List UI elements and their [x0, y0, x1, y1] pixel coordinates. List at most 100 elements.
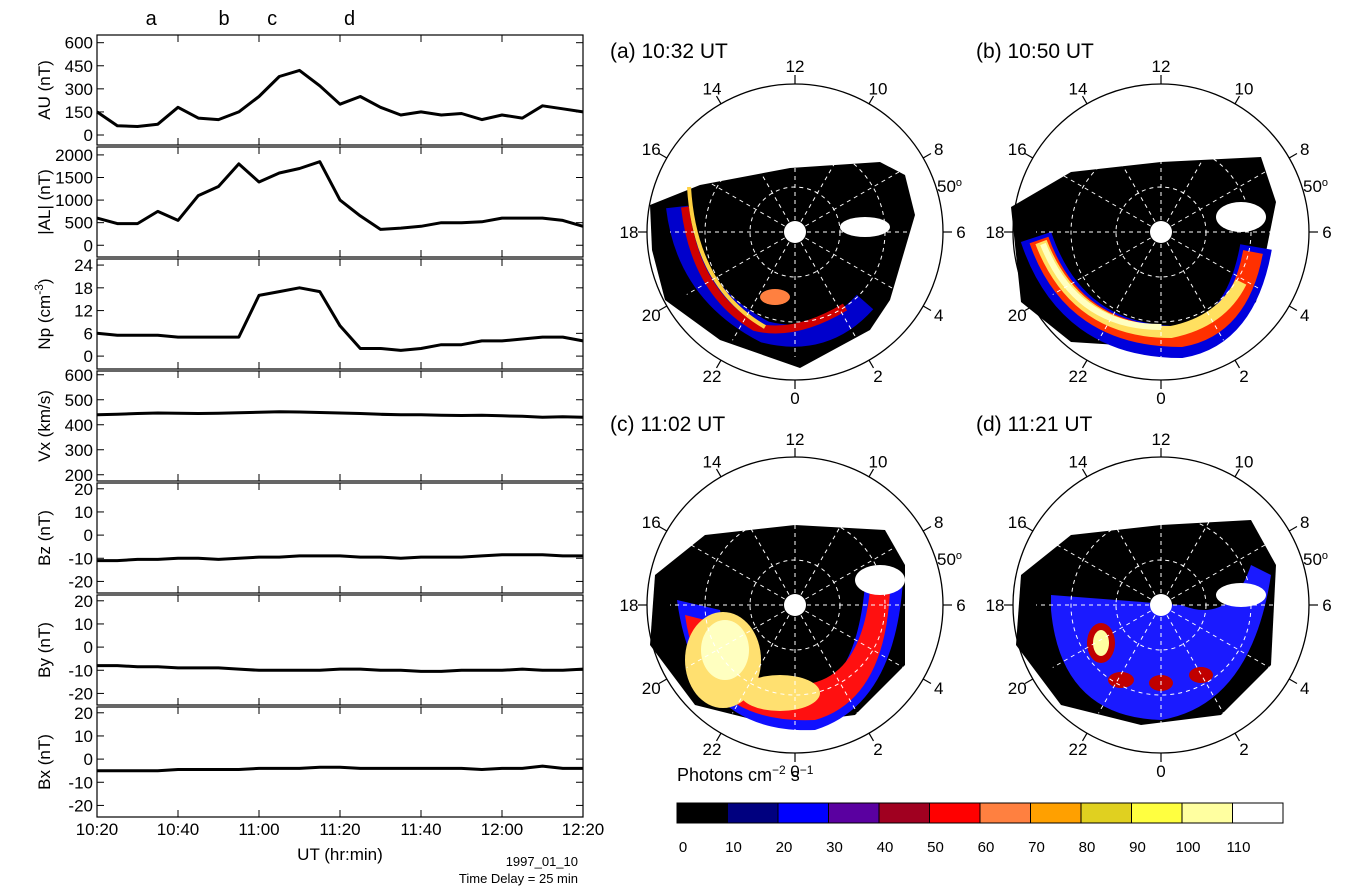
clock-tick [1288, 678, 1298, 685]
y-axis-label-part: -3 [32, 284, 46, 295]
lt-grid [1166, 123, 1224, 222]
aurora-region [681, 206, 848, 334]
lat-unit: o [956, 177, 962, 189]
clock-label: 20 [642, 679, 661, 698]
colorbar-segment [929, 802, 981, 824]
clock-label: 2 [873, 367, 882, 386]
clock-tick [868, 468, 875, 478]
clock-label: 22 [703, 740, 722, 759]
clock-label: 18 [620, 223, 639, 242]
y-tick-label: 24 [74, 256, 93, 275]
lt-grid [805, 610, 904, 668]
polar-frame [646, 456, 944, 754]
lat-value: 50 [937, 550, 956, 569]
panel-frame [96, 594, 584, 706]
lt-grid [800, 496, 858, 595]
polar-image: 12 14 16 18 20 22 0 2 4 6 8 10 50o [620, 430, 966, 781]
clock-tick [868, 95, 875, 105]
x-tick-label: 11:40 [400, 820, 441, 839]
y-tick-label: 2000 [55, 146, 93, 165]
clock-tick [1081, 95, 1088, 105]
aurora-region [855, 565, 905, 595]
clock-label: 14 [703, 79, 722, 98]
colorbar-tick-label: 60 [978, 839, 995, 856]
y-axis-label-part: Np (cm [35, 295, 54, 350]
clock-label: 22 [1069, 367, 1088, 386]
lat-label: 50o [1303, 550, 1328, 569]
y-axis-label-part: Bx (nT) [35, 734, 54, 790]
clock-tick [715, 732, 722, 742]
y-tick-label: 0 [84, 526, 93, 545]
lat-value: 50 [1303, 550, 1322, 569]
y-tick-label: 150 [65, 103, 93, 122]
clock-tick [1081, 732, 1088, 742]
lt-grid [1052, 610, 1151, 668]
y-tick-label: -20 [68, 572, 93, 591]
clock-tick [922, 678, 932, 685]
y-tick-label: 6 [84, 324, 93, 343]
clock-tick [658, 525, 668, 532]
y-axis-label-part: AU (nT) [35, 60, 54, 120]
panel-frame [96, 706, 584, 818]
y-axis-label-part: ) [35, 278, 54, 284]
panel-frame [96, 482, 584, 594]
clock-tick [1081, 359, 1088, 369]
y-tick-label: -10 [68, 661, 93, 680]
colorbar-title-part: s [786, 765, 800, 785]
clock-label: 6 [956, 223, 965, 242]
colorbar-segment [979, 802, 1031, 824]
clock-label: 10 [1235, 452, 1254, 471]
clock-tick [1024, 305, 1034, 312]
clock-tick [922, 305, 932, 312]
colorbar-tick-label: 70 [1028, 839, 1045, 856]
image-title: (a) 10:32 UT [610, 40, 728, 63]
clock-tick [1288, 305, 1298, 312]
panel-frame [96, 258, 584, 370]
x-tick-label: 11:20 [319, 820, 360, 839]
y-axis-label: By (nT) [35, 622, 54, 678]
x-tick-label: 10:40 [157, 820, 200, 839]
aurora-region [1040, 242, 1162, 330]
data-line [96, 160, 584, 231]
colorbar-segment [1080, 802, 1132, 824]
clock-label: 4 [934, 306, 943, 325]
clock-label: 6 [956, 596, 965, 615]
clock-tick [1024, 678, 1034, 685]
aurora-region [1216, 583, 1266, 607]
y-tick-label: 20 [74, 480, 93, 499]
aurora-region [760, 289, 790, 305]
lt-grid [800, 242, 858, 341]
footnote: Time Delay = 25 min [459, 871, 578, 886]
clock-label: 0 [790, 762, 799, 781]
clock-tick [715, 95, 722, 105]
clock-label: 10 [869, 79, 888, 98]
y-tick-label: -10 [68, 549, 93, 568]
colorbar-tick-label: 80 [1079, 839, 1096, 856]
polar-frame [646, 83, 944, 381]
pole [1150, 221, 1172, 243]
colorbar-tick-label: 10 [725, 839, 742, 856]
polar-image: 12 14 16 18 20 22 0 2 4 6 8 10 50o [986, 57, 1332, 408]
image-title: (d) 11:21 UT [976, 413, 1092, 436]
x-tick-label: 10:20 [76, 820, 119, 839]
y-axis-label: Np (cm-3) [32, 278, 54, 349]
data-line [97, 553, 583, 563]
lat-unit: o [956, 550, 962, 562]
lt-grid [732, 615, 790, 714]
clock-tick [868, 359, 875, 369]
y-axis-label: Vx (km/s) [35, 390, 54, 462]
y-tick-label: 12 [74, 302, 93, 321]
colorbar-tick-label: 90 [1129, 839, 1146, 856]
lt-grid [1171, 610, 1270, 668]
y-tick-label: 0 [84, 638, 93, 657]
colorbar-segment [828, 802, 880, 824]
clock-label: 8 [934, 513, 943, 532]
y-axis-label: |AL| (nT) [35, 169, 54, 235]
data-line [97, 664, 584, 673]
x-tick-label: 12:20 [562, 820, 605, 839]
colorbar-tick-label: 0 [679, 839, 687, 856]
lat-label: 50o [937, 550, 962, 569]
lt-grid [1098, 615, 1156, 714]
data-line [96, 286, 584, 352]
aurora-region [1093, 630, 1109, 656]
